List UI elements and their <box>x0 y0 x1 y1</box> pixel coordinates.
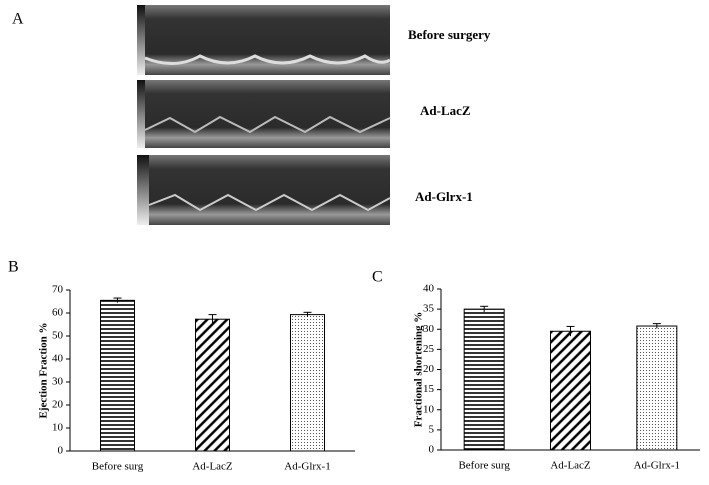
bar <box>195 318 230 452</box>
y-tick-label: 40 <box>52 353 64 365</box>
y-tick-label: 70 <box>52 284 64 296</box>
bar <box>290 314 325 452</box>
y-tick-label: 40 <box>423 283 435 295</box>
y-tick-label: 20 <box>423 363 435 375</box>
echo-image <box>137 80 391 148</box>
x-tick-label: Ad-LacZ <box>550 460 591 472</box>
y-tick-label: 50 <box>52 330 64 342</box>
bar <box>100 299 135 452</box>
panel-label: B <box>8 259 19 276</box>
panel-label: A <box>12 11 24 28</box>
y-tick-label: 10 <box>52 422 64 434</box>
bar <box>550 330 591 451</box>
y-tick-label: 30 <box>52 376 64 388</box>
x-tick-label: Before surg <box>92 461 144 473</box>
y-tick-label: 5 <box>429 423 435 435</box>
y-tick-label: 20 <box>52 399 64 411</box>
y-tick-label: 0 <box>58 445 64 457</box>
y-tick-label: 10 <box>423 403 435 415</box>
bar <box>636 325 678 451</box>
y-tick-label: 35 <box>423 303 435 315</box>
image-label: Ad-LacZ <box>420 103 471 118</box>
y-tick-label: 60 <box>52 307 64 319</box>
y-tick-label: 30 <box>423 323 435 335</box>
x-tick-label: Before surg <box>458 460 510 472</box>
y-tick-label: 15 <box>423 383 435 395</box>
x-tick-label: Ad-Glrx-1 <box>284 461 330 473</box>
image-label: Ad-Glrx-1 <box>415 189 473 204</box>
y-tick-label: 25 <box>423 343 435 355</box>
y-axis-label: Fractional shortening % <box>413 312 425 428</box>
panel-label: C <box>372 269 383 286</box>
x-tick-label: Ad-LacZ <box>192 461 233 473</box>
y-axis-label: Ejection Fraction % <box>38 323 50 419</box>
image-label: Before surgery <box>408 27 491 42</box>
echo-image <box>137 5 391 75</box>
x-tick-label: Ad-Glrx-1 <box>634 460 680 472</box>
y-tick-label: 0 <box>429 444 435 456</box>
bar <box>463 308 505 451</box>
echo-image <box>137 155 391 225</box>
